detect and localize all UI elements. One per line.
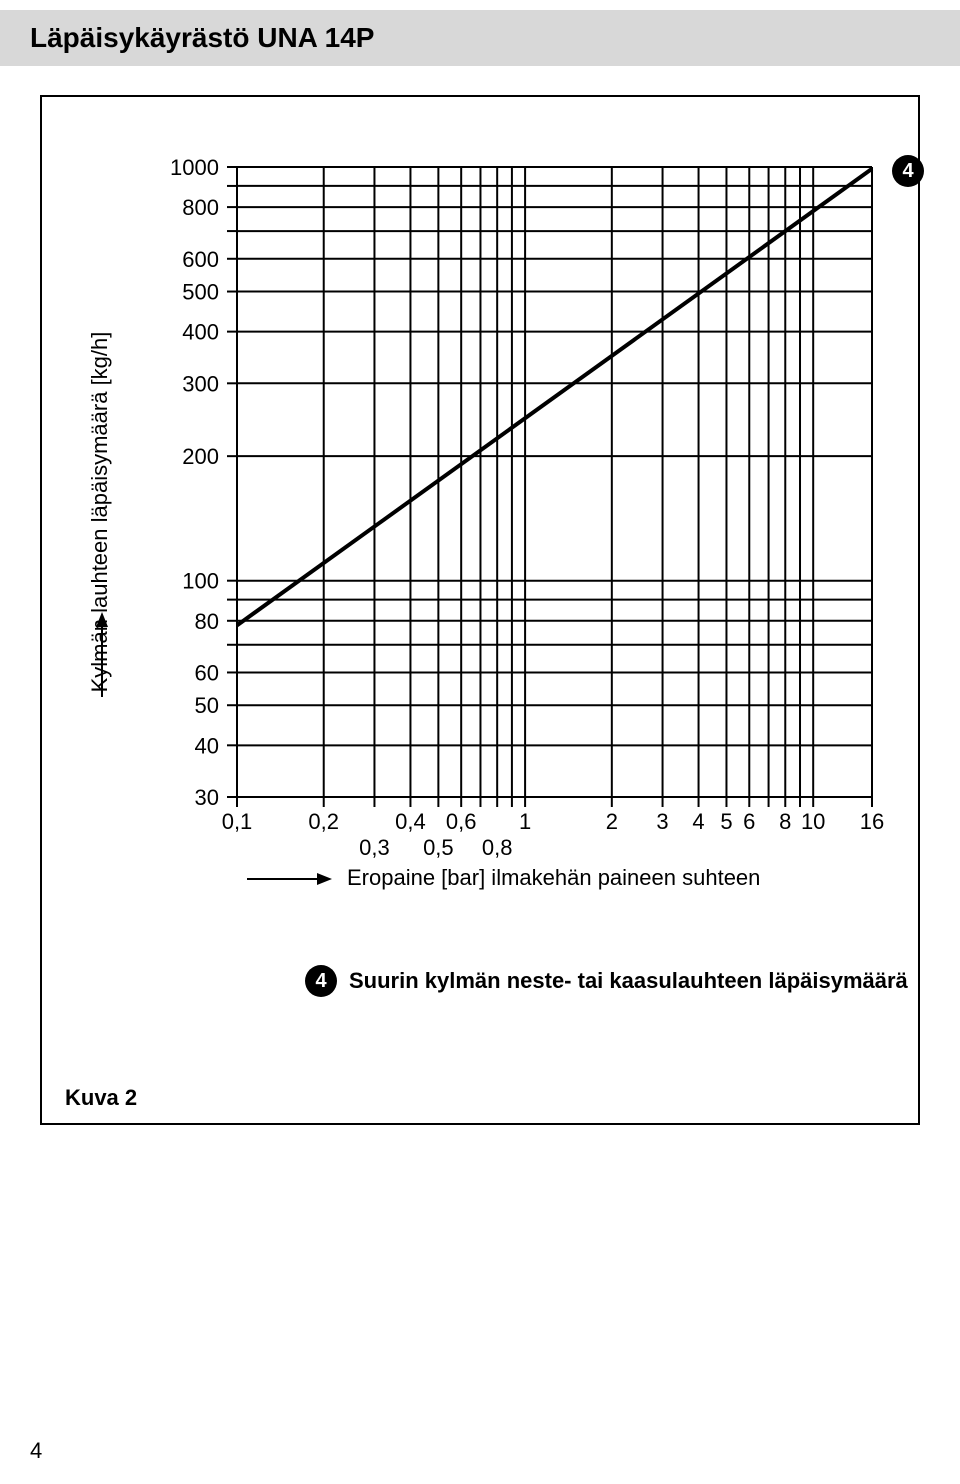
svg-text:3: 3 — [656, 809, 668, 834]
svg-text:6: 6 — [743, 809, 755, 834]
svg-text:60: 60 — [195, 660, 219, 685]
svg-text:0,8: 0,8 — [482, 835, 513, 860]
title-bar: Läpäisykäyrästö UNA 14P — [0, 10, 960, 66]
svg-text:5: 5 — [720, 809, 732, 834]
page-number: 4 — [30, 1438, 42, 1464]
svg-text:500: 500 — [182, 280, 219, 305]
legend-text: Suurin kylmän neste- tai kaasulauhteen l… — [349, 968, 908, 994]
svg-text:2: 2 — [606, 809, 618, 834]
svg-text:16: 16 — [860, 809, 884, 834]
svg-text:300: 300 — [182, 371, 219, 396]
svg-text:1: 1 — [519, 809, 531, 834]
svg-text:0,4: 0,4 — [395, 809, 426, 834]
svg-text:0,2: 0,2 — [308, 809, 339, 834]
svg-text:Eropaine [bar] ilmakehän paine: Eropaine [bar] ilmakehän paineen suhteen — [347, 865, 760, 890]
svg-text:200: 200 — [182, 444, 219, 469]
page-title: Läpäisykäyrästö UNA 14P — [30, 22, 374, 54]
svg-text:Kylmän lauhteen läpäisymäärä [: Kylmän lauhteen läpäisymäärä [kg/h] — [87, 332, 112, 693]
figure-label: Kuva 2 — [65, 1085, 137, 1111]
svg-text:0,1: 0,1 — [222, 809, 253, 834]
svg-text:50: 50 — [195, 693, 219, 718]
svg-text:10: 10 — [801, 809, 825, 834]
legend-row: 4 Suurin kylmän neste- tai kaasulauhteen… — [305, 965, 908, 997]
svg-text:100: 100 — [182, 569, 219, 594]
svg-text:0,6: 0,6 — [446, 809, 477, 834]
svg-text:30: 30 — [195, 785, 219, 810]
svg-text:800: 800 — [182, 195, 219, 220]
svg-text:600: 600 — [182, 247, 219, 272]
svg-text:1000: 1000 — [170, 155, 219, 180]
svg-text:80: 80 — [195, 609, 219, 634]
page: Läpäisykäyrästö UNA 14P 30 40 50 60 80 100 200… — [0, 0, 960, 1484]
callout-badge-4: 4 — [892, 155, 924, 187]
svg-text:0,3: 0,3 — [359, 835, 390, 860]
legend-number: 4 — [315, 970, 326, 993]
svg-text:400: 400 — [182, 320, 219, 345]
callout-number: 4 — [902, 160, 913, 183]
svg-text:4: 4 — [692, 809, 704, 834]
svg-text:8: 8 — [779, 809, 791, 834]
legend-badge-4: 4 — [305, 965, 337, 997]
svg-text:40: 40 — [195, 733, 219, 758]
svg-text:0,5: 0,5 — [423, 835, 454, 860]
